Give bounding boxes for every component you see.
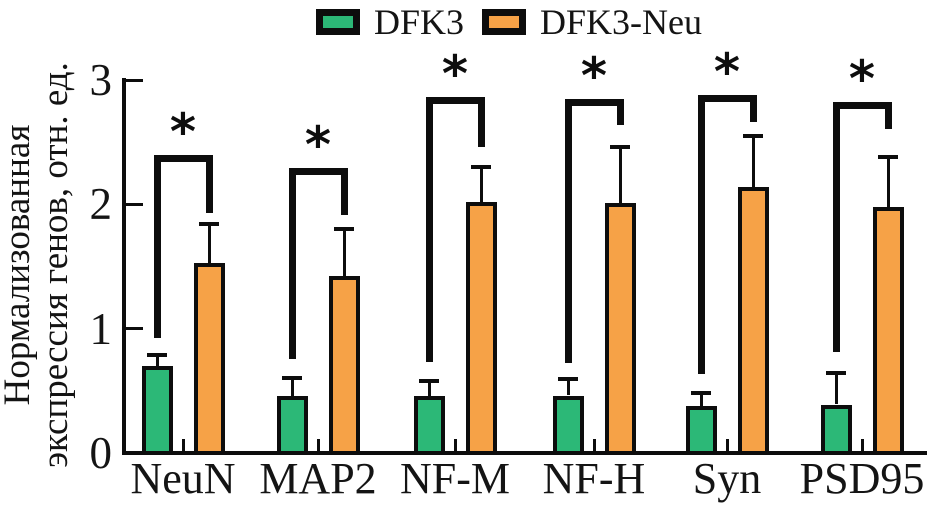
bar-dfk3-syn bbox=[686, 406, 717, 455]
x-axis-line bbox=[122, 451, 927, 455]
x-tick bbox=[317, 439, 320, 453]
legend-swatch-fill-dfk3-neu bbox=[489, 16, 520, 28]
error-bar-dfk3-nf-h bbox=[567, 378, 570, 395]
significance-bracket-right-nf-m bbox=[478, 97, 485, 147]
x-category-label-psd95: PSD95 bbox=[799, 454, 925, 503]
significance-bracket-right-syn bbox=[750, 95, 757, 122]
error-bar-cap-dfk3-neun bbox=[147, 353, 167, 357]
error-bar-dfk3-neu-syn bbox=[752, 135, 755, 187]
bar-dfk3-neu-nf-m bbox=[466, 202, 497, 455]
error-bar-cap-dfk3-neu-neun bbox=[199, 222, 219, 226]
bar-dfk3-neu-psd95 bbox=[873, 207, 904, 455]
error-bar-cap-dfk3-nf-m bbox=[419, 379, 439, 383]
bar-dfk3-neun bbox=[142, 366, 173, 455]
bar-dfk3-neu-map2 bbox=[329, 276, 360, 455]
significance-star-nf-h: * bbox=[580, 47, 608, 105]
legend-label-dfk3-neu: DFK3-Neu bbox=[540, 2, 703, 42]
legend-swatch-fill-dfk3 bbox=[323, 16, 353, 28]
significance-bracket-left-neun bbox=[154, 155, 161, 338]
error-bar-dfk3-nf-m bbox=[428, 380, 431, 396]
legend-item-dfk3-neu: DFK3-Neu bbox=[482, 3, 702, 41]
bar-dfk3-neu-syn bbox=[738, 187, 769, 455]
bar-dfk3-map2 bbox=[277, 396, 308, 455]
significance-bracket-left-psd95 bbox=[833, 102, 840, 352]
bar-dfk3-nf-m bbox=[414, 396, 445, 455]
error-bar-cap-dfk3-syn bbox=[691, 391, 711, 395]
x-tick bbox=[726, 439, 729, 453]
legend-item-dfk3: DFK3 bbox=[316, 3, 464, 41]
error-bar-dfk3-neu-nf-h bbox=[619, 146, 622, 203]
bar-dfk3-neu-nf-h bbox=[605, 203, 636, 455]
error-bar-dfk3-neu-nf-m bbox=[480, 166, 483, 202]
y-axis-line bbox=[122, 78, 126, 455]
significance-bracket-left-map2 bbox=[289, 168, 296, 359]
significance-bracket-right-nf-h bbox=[617, 99, 624, 125]
error-bar-cap-dfk3-neu-nf-m bbox=[471, 165, 491, 169]
significance-star-syn: * bbox=[713, 43, 741, 101]
legend-swatch-dfk3-neu bbox=[482, 9, 527, 35]
x-category-label-map2: MAP2 bbox=[259, 454, 377, 503]
legend-label-dfk3: DFK3 bbox=[374, 2, 465, 42]
significance-star-neun: * bbox=[169, 103, 197, 161]
y-tick bbox=[122, 327, 143, 330]
significance-bracket-top-neun bbox=[154, 155, 213, 162]
significance-bracket-right-neun bbox=[206, 155, 213, 213]
significance-bracket-top-psd95 bbox=[833, 102, 892, 109]
y-tick bbox=[122, 79, 143, 82]
error-bar-dfk3-map2 bbox=[291, 377, 294, 396]
significance-bracket-left-syn bbox=[698, 95, 705, 374]
error-bar-cap-dfk3-neu-nf-h bbox=[610, 145, 630, 149]
error-bar-cap-dfk3-neu-syn bbox=[743, 134, 763, 138]
x-tick bbox=[593, 439, 596, 453]
bar-dfk3-nf-h bbox=[553, 396, 584, 455]
error-bar-cap-dfk3-neu-psd95 bbox=[878, 155, 898, 159]
significance-bracket-left-nf-h bbox=[565, 99, 572, 363]
significance-star-psd95: * bbox=[848, 50, 876, 108]
error-bar-cap-dfk3-psd95 bbox=[826, 371, 846, 375]
error-bar-cap-dfk3-map2 bbox=[282, 376, 302, 380]
y-tick-label: 1 bbox=[89, 304, 113, 354]
error-bar-dfk3-syn bbox=[700, 392, 703, 406]
error-bar-cap-dfk3-neu-map2 bbox=[334, 227, 354, 231]
x-tick bbox=[454, 439, 457, 453]
significance-star-map2: * bbox=[304, 116, 332, 174]
error-bar-cap-dfk3-nf-h bbox=[558, 377, 578, 381]
error-bar-dfk3-neu-psd95 bbox=[887, 156, 890, 207]
significance-bracket-right-psd95 bbox=[885, 102, 892, 129]
error-bar-dfk3-neu-neun bbox=[208, 223, 211, 263]
legend-swatch-dfk3 bbox=[316, 9, 360, 35]
y-tick-label: 0 bbox=[89, 428, 113, 478]
significance-bracket-left-nf-m bbox=[426, 97, 433, 362]
significance-bracket-top-nf-h bbox=[565, 99, 624, 106]
x-tick bbox=[182, 439, 185, 453]
significance-star-nf-m: * bbox=[441, 45, 469, 103]
y-tick bbox=[122, 203, 143, 206]
x-category-label-nf-h: NF-H bbox=[542, 454, 646, 503]
significance-bracket-top-syn bbox=[698, 95, 757, 102]
y-tick-label: 3 bbox=[89, 55, 113, 105]
significance-bracket-top-nf-m bbox=[426, 97, 485, 104]
error-bar-dfk3-psd95 bbox=[835, 372, 838, 404]
significance-bracket-top-map2 bbox=[289, 168, 348, 175]
bar-dfk3-psd95 bbox=[821, 405, 852, 455]
significance-bracket-right-map2 bbox=[341, 168, 348, 215]
error-bar-dfk3-neu-map2 bbox=[343, 228, 346, 276]
x-category-label-nf-m: NF-M bbox=[399, 454, 511, 503]
x-category-label-neun: NeuN bbox=[130, 454, 236, 503]
x-tick bbox=[861, 439, 864, 453]
error-bar-dfk3-neun bbox=[156, 354, 159, 366]
bar-dfk3-neu-neun bbox=[194, 263, 225, 455]
x-category-label-syn: Syn bbox=[692, 454, 762, 503]
chart-legend: DFK3 DFK3-Neu bbox=[316, 3, 702, 41]
y-tick-label: 2 bbox=[89, 179, 113, 229]
